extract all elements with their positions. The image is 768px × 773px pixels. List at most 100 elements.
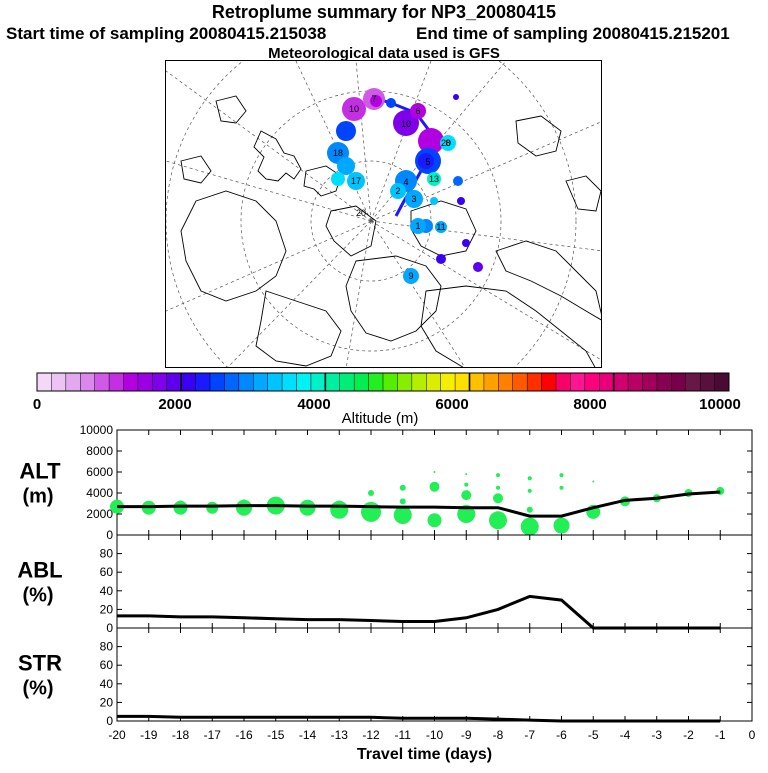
plume-clusters — [327, 88, 483, 284]
plume-bubble — [553, 517, 570, 534]
colorbar-cell — [123, 373, 139, 391]
y-tick-label: 80 — [100, 547, 114, 561]
plume-bubble — [173, 500, 188, 515]
cluster-label: 10 — [349, 104, 359, 114]
colorbar-cell — [411, 373, 427, 391]
time-series-panels: 0 2000 4000 6000 8000 10000 ALT (m) 0 20 40 60 80 ABL… — [0, 423, 768, 768]
plume-bubble — [206, 501, 219, 514]
colorbar-cell — [195, 373, 211, 391]
colorbar-cell — [714, 373, 730, 391]
y-tick-label: 0 — [106, 621, 113, 635]
plume-bubble — [399, 498, 406, 505]
colorbar-cell — [498, 373, 514, 391]
plume-bubbles — [110, 471, 725, 536]
panel-yunit: (m) — [22, 486, 53, 508]
colorbar-svg: 0 2000 4000 6000 8000 10000 Altitude (m) — [33, 372, 741, 427]
colorbar-cell — [238, 373, 254, 391]
end-time-label: End time of sampling 20080415.215201 — [416, 24, 730, 43]
y-tick-label: 4000 — [86, 486, 113, 500]
colorbar-cell — [397, 373, 413, 391]
plume-bubble — [465, 473, 468, 476]
x-tick-label: -19 — [140, 728, 158, 742]
map-graticule — [166, 61, 601, 367]
x-tick-label: -4 — [620, 728, 631, 742]
panel-alt: 0 2000 4000 6000 8000 10000 ALT(m) — [19, 423, 753, 542]
y-tick-label: 40 — [100, 584, 114, 598]
colorbar-cell — [94, 373, 110, 391]
plume-bubble — [178, 500, 183, 505]
colorbar-tick-label: 4000 — [297, 396, 330, 413]
colorbar-cell — [51, 373, 67, 391]
plume-bubble — [236, 499, 252, 516]
x-tick-label: -18 — [172, 728, 190, 742]
y-tick-label: 0 — [106, 714, 113, 728]
x-axis-label: Travel time (days) — [357, 746, 492, 763]
colorbar-cell — [80, 373, 96, 391]
map-canvas: 10 10 20 20 18 17 13 11 9 8 7 6 5 4 3 2 … — [166, 61, 601, 367]
y-tick-label: 8000 — [86, 444, 113, 458]
plume-bubble — [242, 499, 246, 504]
colorbar-tick-label: 10000 — [699, 396, 741, 413]
start-time-label: Start time of sampling 20080415.215038 — [6, 24, 327, 43]
series-line — [117, 594, 721, 630]
x-tick-label: -1 — [715, 728, 726, 742]
colorbar: 0 2000 4000 6000 8000 10000 Altitude (m) — [0, 368, 768, 428]
polar-map: 10 10 20 20 18 17 13 11 9 8 7 6 5 4 3 2 … — [165, 60, 602, 368]
y-tick-label: 6000 — [86, 465, 113, 479]
plume-bubble — [461, 490, 472, 501]
colorbar-cell — [469, 373, 485, 391]
colorbar-cell — [656, 373, 672, 391]
plume-bubble — [433, 471, 436, 473]
colorbar-cell — [296, 373, 312, 391]
colorbar-cell — [642, 373, 658, 391]
y-tick-label: 2000 — [86, 507, 113, 521]
colorbar-cell — [671, 373, 687, 391]
plume-bubble — [496, 485, 500, 490]
colorbar-cell — [65, 373, 81, 391]
cluster-label: 18 — [333, 148, 343, 158]
colorbar-cell — [137, 373, 153, 391]
panel-frame — [116, 627, 753, 722]
cluster-label: 1 — [415, 221, 420, 231]
colorbar-tick-label: 6000 — [435, 396, 468, 413]
colorbar-cell — [181, 373, 196, 391]
x-tick-label: -13 — [331, 728, 349, 742]
x-tick-label: 0 — [749, 728, 756, 742]
panel-frame — [116, 534, 753, 629]
plume-bubble — [592, 480, 595, 483]
cluster-label: 17 — [351, 176, 361, 186]
y-tick-label: 20 — [100, 602, 114, 616]
colorbar-cell — [613, 373, 629, 391]
colorbar-dividers — [51, 373, 715, 391]
plume-bubble — [273, 498, 278, 503]
cluster-label: 5 — [425, 157, 430, 167]
y-tick-label: 60 — [100, 565, 114, 579]
x-tick-label: -9 — [461, 728, 472, 742]
colorbar-cell — [253, 373, 269, 391]
plume-bubble — [368, 490, 374, 496]
plume-bubble — [559, 485, 564, 490]
x-tick-label: -12 — [362, 728, 380, 742]
map-coastlines — [180, 95, 601, 367]
cluster-label: 4 — [403, 177, 408, 187]
colorbar-cell — [152, 373, 168, 391]
colorbar-cell — [512, 373, 528, 391]
colorbar-cell — [339, 373, 355, 391]
chart-title: Retroplume summary for NP3_20080415 — [211, 2, 557, 22]
colorbar-cell — [224, 373, 240, 391]
colorbar-cell — [282, 373, 297, 391]
colorbar-cell — [310, 373, 326, 391]
y-tick-label: 40 — [100, 677, 114, 691]
colorbar-cell — [599, 373, 615, 391]
plume-bubble — [393, 506, 412, 525]
x-tick-label: -6 — [556, 728, 567, 742]
panel-ylabel: ABL — [17, 558, 62, 583]
colorbar-cell — [166, 373, 182, 391]
colorbar-axis-label: Altitude (m) — [342, 410, 419, 427]
colorbar-cell — [685, 373, 701, 391]
colorbar-cell — [455, 373, 470, 391]
colorbar-tick-label: 0 — [33, 396, 41, 413]
series-line — [117, 714, 721, 723]
colorbar-tick-label: 8000 — [573, 396, 606, 413]
